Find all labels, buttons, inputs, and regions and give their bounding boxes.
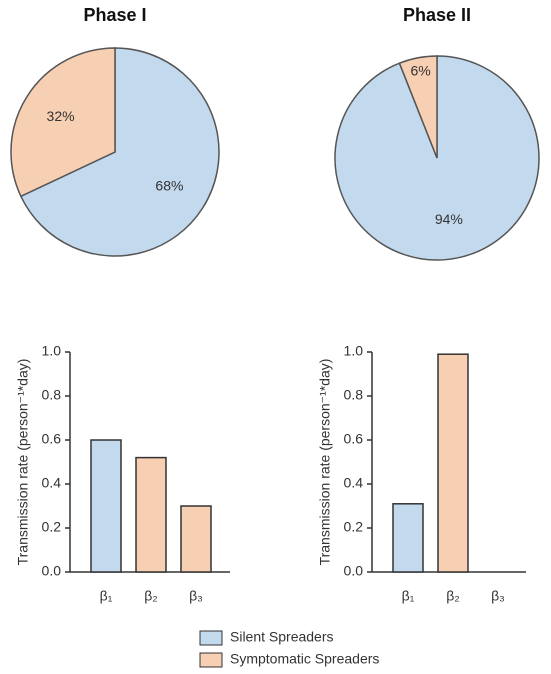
bar xyxy=(90,439,122,573)
y-tick-label: 0.8 xyxy=(344,387,364,403)
pie-slice xyxy=(19,47,220,257)
x-tick-label: β₁ xyxy=(100,588,113,604)
y-tick-label: 0.6 xyxy=(344,431,364,447)
chart-title: Phase II xyxy=(403,5,471,25)
y-tick-label: 0.2 xyxy=(344,519,364,535)
y-axis-label: Transmission rate (person⁻¹*day) xyxy=(15,359,31,566)
x-tick-label: β₃ xyxy=(189,588,203,604)
legend-swatch xyxy=(199,652,223,668)
legend-swatch xyxy=(199,630,223,646)
y-axis-label: Transmission rate (person⁻¹*day) xyxy=(317,359,333,566)
y-tick-label: 0.4 xyxy=(42,475,62,491)
chart-title: Phase I xyxy=(83,5,146,25)
y-tick-label: 0.4 xyxy=(344,475,364,491)
bar xyxy=(180,505,212,573)
legend-label: Silent Spreaders xyxy=(230,629,334,645)
y-tick-label: 0.0 xyxy=(344,563,364,579)
pie-slice xyxy=(398,55,438,159)
slice-label: 32% xyxy=(47,108,75,124)
y-tick-label: 0.2 xyxy=(42,519,62,535)
bar xyxy=(437,353,469,573)
y-tick-label: 0.0 xyxy=(42,563,62,579)
legend-label: Symptomatic Spreaders xyxy=(230,651,379,667)
y-tick-label: 1.0 xyxy=(344,343,364,359)
x-tick-label: β₂ xyxy=(144,588,158,604)
y-tick-label: 0.8 xyxy=(42,387,62,403)
slice-label: 94% xyxy=(435,211,463,227)
x-tick-label: β₂ xyxy=(446,588,460,604)
x-tick-label: β₁ xyxy=(402,588,415,604)
pie-slice xyxy=(10,47,116,198)
slice-label: 6% xyxy=(410,63,430,79)
slice-label: 68% xyxy=(155,177,183,193)
bar xyxy=(392,503,424,573)
x-tick-label: β₃ xyxy=(491,588,505,604)
y-tick-label: 1.0 xyxy=(42,343,62,359)
bar xyxy=(135,456,167,573)
y-tick-label: 0.6 xyxy=(42,431,62,447)
